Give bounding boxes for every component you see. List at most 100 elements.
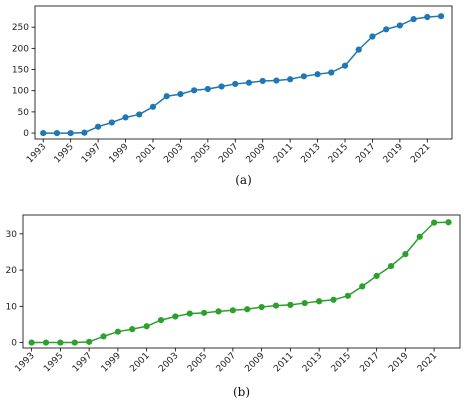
y-tick-label: 0 xyxy=(11,339,17,349)
y-tick-label: 250 xyxy=(12,23,29,33)
data-point xyxy=(273,77,280,84)
data-point xyxy=(114,328,121,335)
y-tick-label: 100 xyxy=(12,87,29,97)
data-point xyxy=(53,129,61,137)
data-point xyxy=(157,316,165,324)
data-point xyxy=(314,71,321,78)
data-point xyxy=(431,219,438,226)
data-point xyxy=(149,103,157,110)
data-point xyxy=(396,22,403,29)
x-tick-label: 1993 xyxy=(13,351,36,374)
x-tick-label: 2009 xyxy=(243,351,266,374)
data-point xyxy=(163,93,170,100)
data-point xyxy=(259,77,266,85)
data-point xyxy=(359,283,366,290)
x-tick-label: 1995 xyxy=(53,142,76,165)
y-tick-label: 10 xyxy=(6,302,18,312)
data-point xyxy=(232,80,239,88)
x-tick-label: 2003 xyxy=(157,351,180,374)
x-tick-label: 2015 xyxy=(327,142,350,165)
data-point xyxy=(369,33,376,40)
x-tick-label: 1999 xyxy=(100,351,123,374)
axes-frame xyxy=(22,214,461,349)
data-point xyxy=(355,46,362,53)
data-point xyxy=(387,262,395,270)
y-tick-label: 20 xyxy=(6,266,18,276)
data-point xyxy=(424,13,431,21)
x-tick-label: 1995 xyxy=(42,351,65,374)
data-point xyxy=(28,339,35,346)
x-tick-label: 2013 xyxy=(301,351,324,374)
data-point xyxy=(437,13,445,20)
data-point xyxy=(218,83,225,90)
data-point xyxy=(122,114,129,121)
data-point xyxy=(402,251,409,258)
data-point xyxy=(287,76,294,83)
data-point xyxy=(328,69,335,76)
axes-frame xyxy=(34,5,453,140)
x-tick-label: 2019 xyxy=(382,142,405,165)
x-tick-label: 1993 xyxy=(25,142,48,165)
x-tick-label: 2017 xyxy=(358,351,381,374)
data-point xyxy=(341,62,349,69)
data-point xyxy=(40,129,47,137)
data-point xyxy=(373,272,380,279)
data-point xyxy=(186,310,193,317)
x-tick-label: 2007 xyxy=(217,142,240,165)
data-point xyxy=(143,323,150,330)
data-point xyxy=(108,119,115,126)
data-point xyxy=(177,91,184,98)
x-tick-label: 2005 xyxy=(190,142,213,165)
panel-caption: (a) xyxy=(235,173,252,187)
data-point xyxy=(204,85,211,93)
x-tick-label: 2001 xyxy=(135,142,158,165)
data-point xyxy=(301,299,308,307)
x-tick-label: 2001 xyxy=(128,351,151,374)
x-tick-label: 2021 xyxy=(409,142,432,165)
data-point xyxy=(100,333,107,340)
y-tick-label: 0 xyxy=(23,129,29,139)
x-tick-label: 2013 xyxy=(299,142,322,165)
data-point xyxy=(67,129,74,137)
data-point xyxy=(272,302,280,309)
data-point xyxy=(410,16,417,23)
data-point xyxy=(245,79,253,86)
y-tick-label: 200 xyxy=(12,44,29,54)
x-tick-label: 2017 xyxy=(354,142,377,165)
data-point xyxy=(416,233,423,240)
data-point xyxy=(129,326,136,333)
x-tick-label: 2015 xyxy=(330,351,353,374)
series-line xyxy=(31,221,449,344)
data-point xyxy=(287,301,294,308)
y-tick-label: 30 xyxy=(6,230,18,240)
data-point xyxy=(94,123,102,130)
x-tick-label: 2005 xyxy=(186,351,209,374)
x-tick-label: 2007 xyxy=(215,351,238,374)
y-tick-label: 50 xyxy=(18,108,30,118)
data-point xyxy=(244,306,251,313)
data-point xyxy=(42,339,50,346)
x-tick-label: 2011 xyxy=(272,142,295,165)
data-point xyxy=(57,339,64,346)
panel-caption: (b) xyxy=(233,385,250,399)
data-point xyxy=(172,313,179,320)
x-tick-label: 1997 xyxy=(71,351,94,374)
data-point xyxy=(81,129,88,136)
data-point xyxy=(229,307,236,314)
data-point xyxy=(71,339,78,346)
data-point xyxy=(86,338,93,345)
series-line xyxy=(43,15,442,134)
x-tick-label: 2019 xyxy=(387,351,410,374)
data-point xyxy=(191,87,198,94)
data-point xyxy=(201,309,208,316)
data-point xyxy=(330,296,337,303)
x-tick-label: 2009 xyxy=(245,142,268,165)
data-point xyxy=(383,26,390,33)
data-point xyxy=(258,303,265,311)
x-tick-label: 1999 xyxy=(107,142,130,165)
data-point xyxy=(136,111,143,118)
